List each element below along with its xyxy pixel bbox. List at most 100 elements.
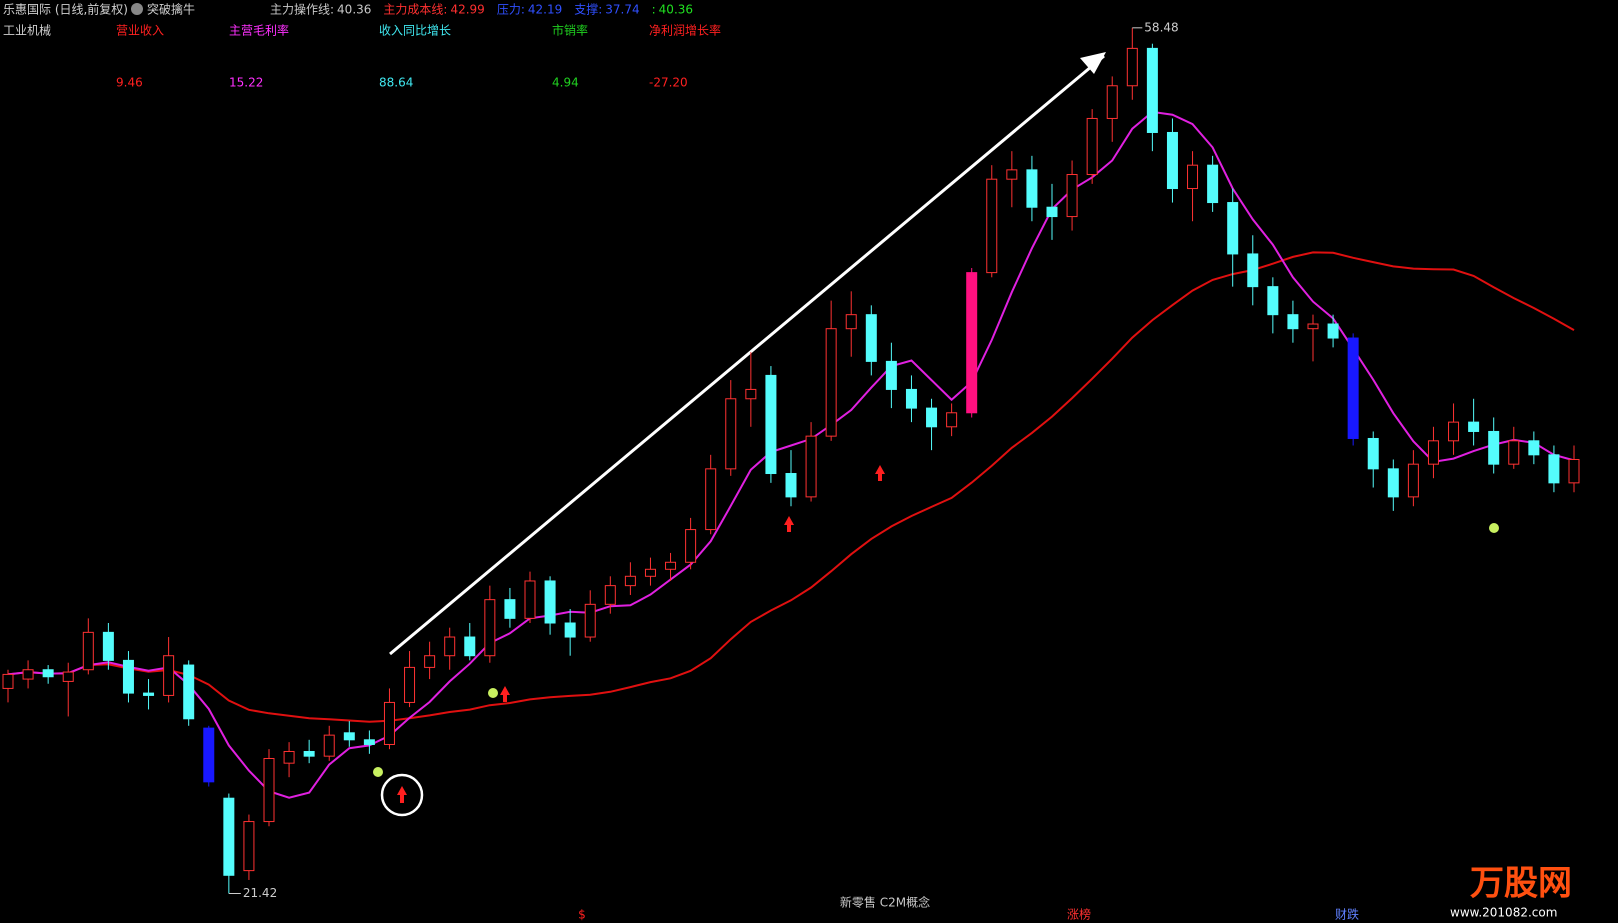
candle-body — [1227, 202, 1239, 255]
fundamental-header: 收入同比增长 — [379, 24, 451, 38]
candle-body — [865, 314, 877, 362]
fall-tag: 财跌 — [1335, 907, 1359, 922]
candle-body — [82, 631, 94, 671]
candle-body — [42, 669, 54, 678]
candle-body — [1387, 468, 1399, 498]
fundamental-header: 净利润增长率 — [649, 23, 721, 38]
candle-body — [845, 314, 857, 330]
candle-body — [705, 468, 717, 531]
fundamental-header: 主营毛利率 — [229, 23, 289, 38]
buy-arrow — [500, 686, 510, 702]
candle-body — [745, 388, 757, 400]
candle-body — [223, 797, 235, 876]
candle-body — [504, 599, 516, 619]
candle-body — [665, 561, 677, 570]
candle-body — [62, 671, 74, 682]
candle-body — [263, 757, 275, 823]
candle-body — [926, 407, 938, 428]
candle-body — [544, 580, 556, 624]
candle-body — [885, 360, 897, 390]
buy-arrow — [397, 786, 407, 803]
buy-arrow — [784, 516, 794, 532]
industry: 工业机械 — [3, 23, 51, 38]
candle-body — [825, 328, 837, 437]
candle-body — [1468, 421, 1480, 432]
buy-arrow — [875, 465, 885, 481]
candle-body — [203, 727, 215, 783]
candle-body — [1146, 47, 1158, 133]
candle-body — [183, 664, 195, 720]
apple-icon — [1489, 523, 1499, 533]
fundamental-value: 9.46 — [116, 76, 143, 90]
indicator-name: 支撑: — [574, 2, 602, 17]
candle-body — [905, 388, 917, 409]
candle-body — [1407, 463, 1419, 498]
candle-body — [1568, 459, 1580, 484]
candle-body — [1448, 421, 1460, 442]
candle-body — [343, 732, 355, 741]
candle-body — [1548, 454, 1560, 484]
signal-circle — [380, 773, 424, 817]
candle-body — [1488, 430, 1500, 465]
candle-body — [1106, 85, 1118, 119]
candle-body — [765, 374, 777, 475]
indicator-name: 压力: — [497, 3, 525, 17]
candle-body — [604, 585, 616, 605]
candle-body — [2, 673, 14, 689]
candle-body — [1367, 437, 1379, 470]
candle-body — [1046, 206, 1058, 218]
indicator-value: 40.36 — [337, 3, 371, 17]
fundamental-value: 15.22 — [229, 76, 263, 90]
candle-body — [444, 636, 456, 657]
indicator-value: 42.19 — [528, 3, 562, 17]
candle-body — [524, 580, 536, 619]
fundamental-value: 4.94 — [552, 76, 579, 90]
candle-body — [644, 568, 656, 577]
candle-body — [1166, 131, 1178, 190]
candle-body — [383, 701, 395, 745]
formula-icon — [131, 3, 143, 15]
candle-body — [424, 655, 436, 668]
chart-title: 乐惠国际 (日线,前复权) — [3, 2, 128, 17]
indicator-value: 42.99 — [450, 3, 484, 17]
candle-body — [363, 739, 375, 745]
candle-body — [404, 666, 416, 703]
candle-body — [624, 575, 636, 587]
candle-body — [564, 622, 576, 638]
candle-body — [1126, 47, 1138, 87]
candle-body — [1347, 337, 1359, 439]
formula-name: 突破擒牛 — [147, 2, 195, 17]
candle-body — [1508, 440, 1520, 465]
fundamental-header: 营业收入 — [116, 24, 164, 38]
concept: 新零售 C2M概念 — [840, 895, 930, 910]
candle-body — [946, 412, 958, 428]
candle-body — [283, 750, 295, 764]
candle-body — [1327, 323, 1339, 339]
indicator-value: 37.74 — [605, 3, 639, 17]
dollar-tag: $ — [578, 908, 586, 922]
candle-body — [584, 603, 596, 638]
candle-body — [685, 529, 697, 563]
candle-body — [986, 178, 998, 274]
candle-body — [323, 734, 335, 757]
candle-body — [163, 655, 175, 696]
fundamental-header: 市销率 — [552, 23, 588, 38]
indicator-value: 40.36 — [659, 3, 693, 17]
fundamental-value: 88.64 — [379, 76, 413, 90]
apple-icon — [488, 688, 498, 698]
candle-body — [1287, 314, 1299, 330]
trend-arrow — [389, 54, 1105, 656]
indicator-name: 主力成本线: — [383, 3, 447, 17]
candle-body — [303, 750, 315, 757]
candle-body — [122, 659, 134, 694]
candle-body — [1267, 286, 1279, 316]
high-label: 58.48 — [1144, 20, 1178, 34]
candle-body — [22, 669, 34, 680]
candle-body — [966, 272, 978, 414]
candle-body — [143, 692, 155, 696]
candle-body — [1066, 174, 1078, 218]
candle-body — [1207, 164, 1219, 204]
candle-body — [1026, 169, 1038, 208]
